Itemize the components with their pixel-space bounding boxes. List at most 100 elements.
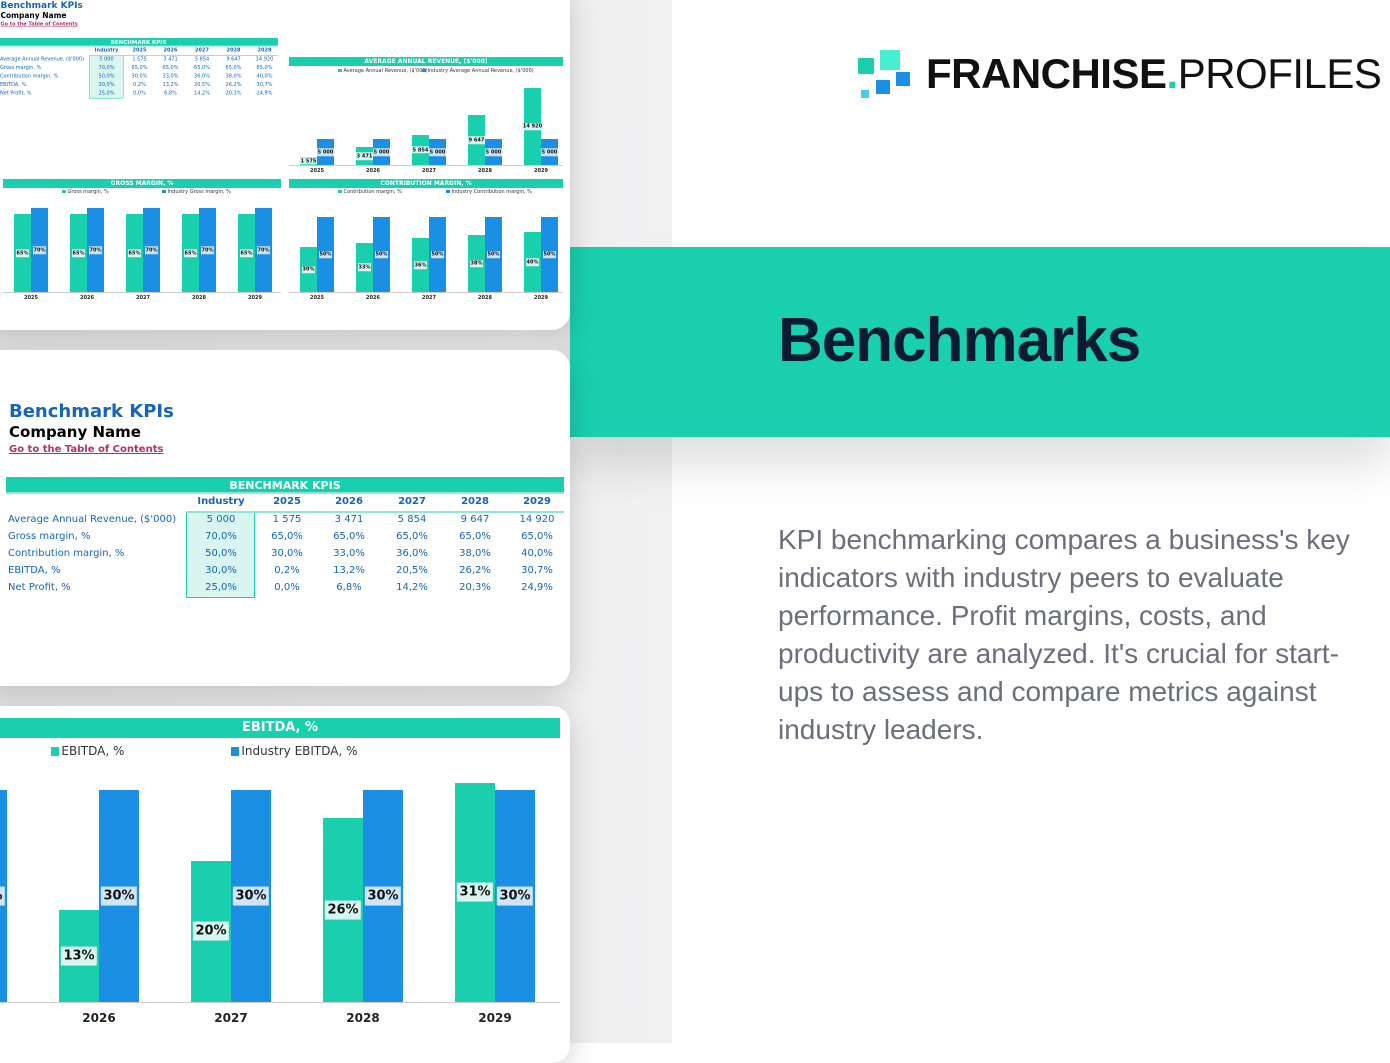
- table-cell: 24,9%: [521, 582, 553, 593]
- data-label: 70%: [88, 246, 103, 254]
- data-label: 5 854: [411, 146, 430, 154]
- table-cell: 5 000: [206, 514, 236, 525]
- kpi-table-header: BENCHMARK KPIS: [6, 477, 564, 494]
- table-cell: 5 000: [99, 56, 114, 63]
- row-label: Contribution margin, %: [0, 73, 59, 80]
- table-cell: 30,0%: [271, 548, 303, 559]
- table-cell: 14 920: [255, 56, 274, 63]
- table-cell: 30,0%: [131, 73, 148, 80]
- x-tick-label: 2029: [534, 295, 548, 301]
- data-label: 50%: [318, 250, 333, 259]
- column-header: 2027: [195, 47, 209, 54]
- row-label: Gross margin, %: [8, 531, 91, 542]
- chart-title: CONTRIBUTION MARGIN, %: [289, 179, 563, 188]
- benchmark-kpi-table-card: Benchmark KPIs Company Name Go to the Ta…: [0, 350, 570, 686]
- legend-item: Industry Contribution margin, %: [446, 189, 532, 195]
- table-cell: 1 575: [272, 514, 302, 525]
- column-header: 2026: [335, 496, 363, 507]
- table-cell: 38,0%: [225, 73, 242, 80]
- data-label: 31%: [456, 882, 494, 902]
- kpi-block-mini: Benchmark KPIs Company Name Go to the Ta…: [0, 0, 281, 100]
- table-cell: 25,0%: [98, 90, 115, 97]
- table-cell: 33,0%: [162, 73, 179, 80]
- x-tick-label: 2028: [192, 295, 206, 301]
- data-label: 70%: [32, 246, 47, 254]
- x-tick-label: 2028: [478, 295, 492, 301]
- page-heading: Benchmarks: [778, 306, 1141, 375]
- data-label: 5 000: [428, 148, 447, 156]
- x-tick-label: 2027: [136, 295, 150, 301]
- legend-label: EBITDA, %: [61, 744, 125, 758]
- legend-label: Industry Contribution margin, %: [451, 189, 532, 195]
- column-header: 2025: [132, 47, 147, 54]
- table-cell: 65,0%: [225, 65, 242, 71]
- data-label: 36%: [413, 261, 428, 269]
- data-label: 70%: [144, 246, 159, 254]
- legend-item: Average Annual Revenue, ($'000): [338, 68, 428, 74]
- x-axis: [289, 165, 563, 166]
- table-cell: 26,2%: [459, 565, 491, 576]
- table-cell: 70,0%: [98, 65, 115, 71]
- legend-swatch: [162, 189, 166, 194]
- x-axis: [289, 292, 563, 293]
- data-label: 65%: [71, 249, 86, 257]
- table-cell: 33,0%: [333, 548, 365, 559]
- table-cell: 24,9%: [256, 90, 273, 97]
- x-tick-label: 2026: [80, 295, 94, 301]
- legend-item: Industry Average Annual Revenue, ($'000): [422, 68, 534, 74]
- table-cell: 20,5%: [396, 565, 428, 576]
- table-cell: 14,2%: [396, 582, 428, 593]
- chart-title: EBITDA, %: [0, 718, 560, 738]
- x-tick-label: 2029: [248, 295, 262, 301]
- table-cell: 30,7%: [256, 82, 273, 88]
- legend-swatch: [422, 68, 426, 73]
- row-label: Gross margin, %: [0, 65, 42, 71]
- legend-swatch: [338, 189, 342, 194]
- kpi-block: Benchmark KPIs Company Name Go to the Ta…: [0, 0, 281, 110]
- header-divider: [89, 55, 278, 56]
- table-of-contents-link[interactable]: Go to the Table of Contents: [9, 444, 164, 455]
- row-label: Contribution margin, %: [8, 548, 125, 559]
- data-label: 30%: [100, 886, 138, 906]
- table-cell: 25,0%: [205, 582, 237, 593]
- table-cell: 0,2%: [133, 82, 146, 88]
- x-axis: [3, 292, 281, 293]
- table-cell: 65,0%: [521, 531, 553, 542]
- x-tick-label: 2025: [310, 168, 324, 174]
- table-cell: 9 647: [460, 514, 490, 525]
- data-label: 5 000: [316, 148, 335, 156]
- column-header: 2029: [523, 496, 551, 507]
- table-cell: 26,2%: [225, 82, 242, 88]
- data-label: 50%: [430, 250, 445, 259]
- legend-item: Industry EBITDA, %: [231, 744, 358, 758]
- table-cell: 0,2%: [274, 565, 300, 576]
- table-cell: 6,8%: [336, 582, 362, 593]
- ebitda-chart-card: EBITDA, % EBITDA, % Industry EBITDA, % 30% 2…: [0, 706, 570, 1063]
- data-label: 65%: [127, 249, 142, 257]
- franchise-profiles-logo: FRANCHISE.PROFILES: [858, 48, 1382, 100]
- table-cell: 65,0%: [459, 531, 491, 542]
- data-label: 65%: [239, 249, 254, 257]
- data-label: 50%: [486, 250, 501, 259]
- legend-item: Contribution margin, %: [338, 189, 402, 195]
- data-label: 65%: [183, 249, 198, 257]
- table-cell: 14,2%: [194, 90, 210, 97]
- data-label: 14 920: [521, 122, 544, 131]
- chart-title: GROSS MARGIN, %: [3, 179, 281, 188]
- table-cell: 38,0%: [459, 548, 491, 559]
- legend-swatch: [51, 747, 60, 756]
- industry-column-highlight: [186, 511, 255, 598]
- kpi-title: Benchmark KPIs: [0, 0, 83, 11]
- data-label: 30%: [301, 265, 316, 274]
- table-cell: 50,0%: [98, 73, 115, 80]
- legend-swatch: [446, 189, 450, 194]
- table-cell: 36,0%: [194, 73, 210, 80]
- company-name: Company Name: [9, 423, 141, 441]
- legend-item: EBITDA, %: [51, 744, 124, 758]
- table-cell: 30,7%: [521, 565, 553, 576]
- x-axis: [0, 1002, 560, 1003]
- table-of-contents-link[interactable]: Go to the Table of Contents: [0, 21, 78, 28]
- table-cell: 1 575: [132, 56, 147, 63]
- x-tick-label: 2029: [534, 168, 548, 174]
- x-tick-label: 2028: [346, 1011, 380, 1025]
